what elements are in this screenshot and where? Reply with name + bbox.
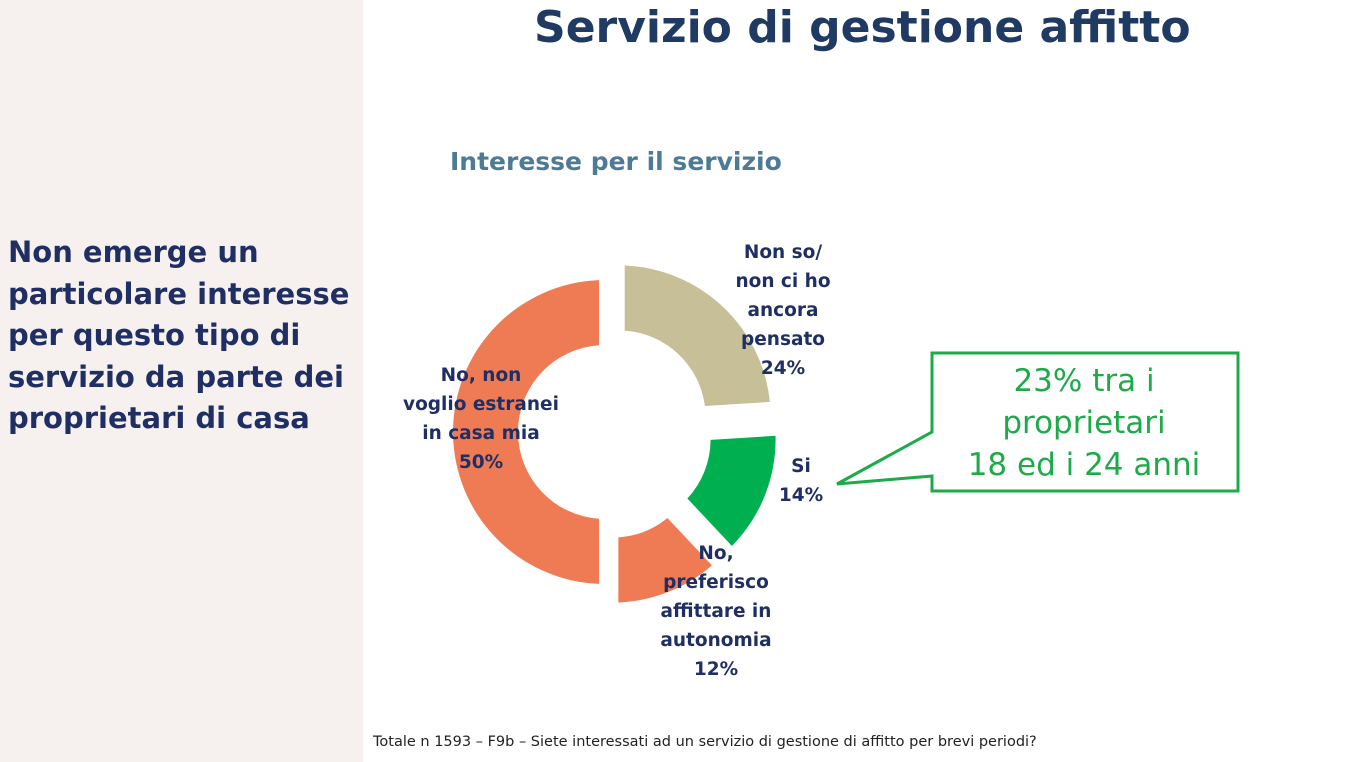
slice-no-estranei [453,280,600,584]
callout-bubble [836,351,1240,493]
slice-non-so [624,265,770,406]
slice-label-text: Si [791,456,811,477]
slice-label-no-estranei: No, non voglio estranei in casa mia 50% [393,361,569,477]
slice-value-label: 50% [458,452,504,473]
slice-label-si: Si 14% [771,452,831,510]
slice-si [687,435,776,546]
slice-value-label: 14% [778,485,824,506]
slide-title: Servizio di gestione affitto [534,2,1191,53]
slice-label-text: No, preferisco affittare in autonomia [660,543,772,651]
slice-label-text: Non so/ non ci ho ancora pensato [735,242,831,350]
slice-value-label: 24% [760,358,806,379]
slice-label-text: No, non voglio estranei in casa mia [403,365,559,444]
slice-preferisco-autonomia [618,517,712,603]
slice-value-label: 12% [693,659,739,680]
footnote: Totale n 1593 – F9b – Siete interessati … [373,734,1037,750]
slice-label-autonomia: No, preferisco affittare in autonomia 12… [651,539,781,684]
callout-text: 23% tra i proprietari 18 ed i 24 anni [967,363,1201,483]
sidebar-summary-text: Non emerge un particolare interesse per … [8,235,350,435]
sidebar-panel [0,0,363,762]
chart-title: Interesse per il servizio [450,147,782,176]
slice-label-non-so: Non so/ non ci ho ancora pensato 24% [724,238,842,383]
